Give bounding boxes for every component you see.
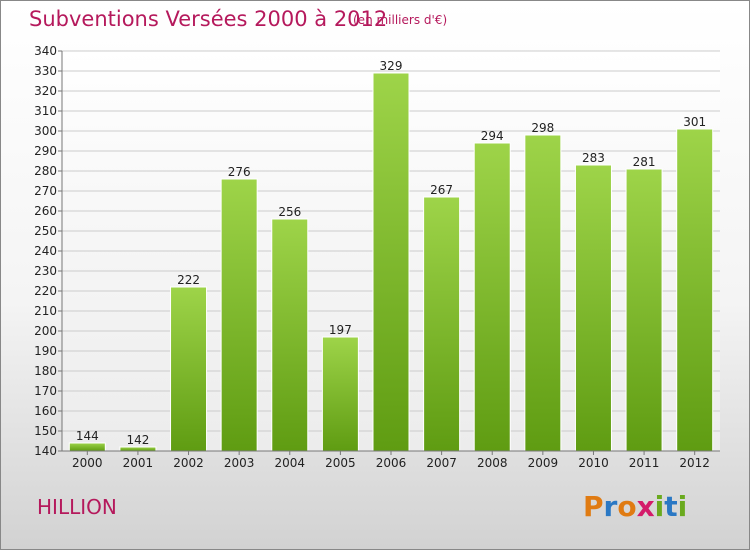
data-label-2001: 142 xyxy=(126,433,149,447)
y-tick-label: 280 xyxy=(34,164,57,178)
y-tick-label: 200 xyxy=(34,324,57,338)
x-tick-label-2000: 2000 xyxy=(72,456,103,470)
logo-letter: i xyxy=(654,490,665,523)
y-tick-label: 290 xyxy=(34,144,57,158)
data-label-2004: 256 xyxy=(278,205,301,219)
y-tick-label: 180 xyxy=(34,364,57,378)
y-tick-label: 250 xyxy=(34,224,57,238)
x-tick-label-2009: 2009 xyxy=(528,456,559,470)
x-tick-label-2001: 2001 xyxy=(123,456,154,470)
chart-subtitle: (en milliers d'€) xyxy=(353,13,448,27)
x-tick-label-2012: 2012 xyxy=(679,456,710,470)
bar-2010 xyxy=(574,164,612,452)
data-label-2010: 283 xyxy=(582,151,605,165)
data-label-2011: 281 xyxy=(633,155,656,169)
bar-2001 xyxy=(119,446,157,452)
y-tick-label: 140 xyxy=(34,444,57,458)
bar-2006 xyxy=(372,72,410,452)
bar-2003 xyxy=(220,178,258,452)
y-tick-label: 190 xyxy=(34,344,57,358)
bar-2000 xyxy=(68,442,106,452)
y-tick-label: 210 xyxy=(34,304,57,318)
y-tick-label: 230 xyxy=(34,264,57,278)
data-label-2006: 329 xyxy=(380,59,403,73)
data-label-2002: 222 xyxy=(177,273,200,287)
data-label-2005: 197 xyxy=(329,323,352,337)
y-tick-label: 170 xyxy=(34,384,57,398)
x-axis-ticks: 2000 2001 2002 2003 2004 2005 2006 2007 2008 2009… xyxy=(72,451,710,470)
data-label-2000: 144 xyxy=(76,429,99,443)
y-tick-label: 310 xyxy=(34,104,57,118)
x-tick-label-2002: 2002 xyxy=(173,456,204,470)
y-tick-label: 330 xyxy=(34,64,57,78)
y-tick-label: 340 xyxy=(34,44,57,58)
x-tick-label-2005: 2005 xyxy=(325,456,356,470)
logo-letter: P xyxy=(583,490,604,523)
data-label-2007: 267 xyxy=(430,183,453,197)
data-label-2012: 301 xyxy=(683,115,706,129)
logo-letter: i xyxy=(677,490,688,523)
bar-2011 xyxy=(625,168,663,452)
x-tick-label-2011: 2011 xyxy=(629,456,660,470)
y-tick-label: 270 xyxy=(34,184,57,198)
y-tick-label: 260 xyxy=(34,204,57,218)
logo-letter: t xyxy=(664,490,678,523)
logo-letter: o xyxy=(617,490,637,523)
bar-2012 xyxy=(676,128,714,452)
proxiti-logo: Proxiti xyxy=(583,490,687,523)
x-tick-label-2010: 2010 xyxy=(578,456,609,470)
bars: 144 142 222 276 256 197 329 267 294 298 283 281 301 xyxy=(68,59,714,452)
x-tick-label-2004: 2004 xyxy=(274,456,305,470)
data-label-2009: 298 xyxy=(531,121,554,135)
y-tick-label: 220 xyxy=(34,284,57,298)
y-tick-label: 160 xyxy=(34,404,57,418)
place-name: HILLION xyxy=(37,495,117,519)
bar-2008 xyxy=(473,142,511,452)
data-label-2008: 294 xyxy=(481,129,504,143)
y-tick-label: 300 xyxy=(34,124,57,138)
y-tick-label: 320 xyxy=(34,84,57,98)
bar-2004 xyxy=(271,218,309,452)
y-tick-label: 150 xyxy=(34,424,57,438)
bar-2009 xyxy=(524,134,562,452)
bar-2002 xyxy=(170,286,208,452)
x-tick-label-2006: 2006 xyxy=(376,456,407,470)
y-tick-label: 240 xyxy=(34,244,57,258)
x-tick-label-2008: 2008 xyxy=(477,456,508,470)
logo-letter: r xyxy=(603,490,618,523)
x-tick-label-2007: 2007 xyxy=(426,456,457,470)
y-axis-ticks: 140 150 160 170 180 190 200 210 220 230 240 250 260 2… xyxy=(34,44,62,458)
x-tick-label-2003: 2003 xyxy=(224,456,255,470)
logo-letter: x xyxy=(636,490,655,523)
chart-title: Subventions Versées 2000 à 2012 xyxy=(29,7,388,31)
bar-2005 xyxy=(321,336,359,452)
bar-2007 xyxy=(423,196,461,452)
data-label-2003: 276 xyxy=(228,165,251,179)
